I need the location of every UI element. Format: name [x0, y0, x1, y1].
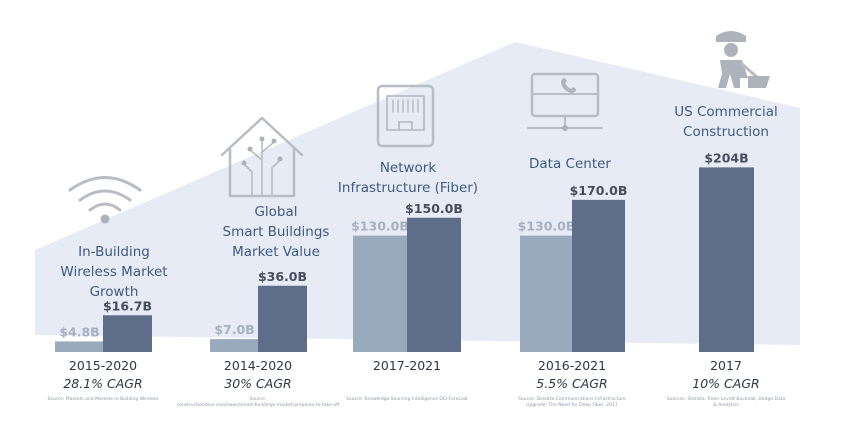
- group-title-line: US Commercial: [674, 104, 778, 120]
- bar-value-label: $130.0B: [518, 219, 576, 234]
- data-center-icon: [527, 72, 603, 131]
- bar: [210, 339, 259, 352]
- bar-value-label: $36.0B: [258, 269, 307, 284]
- source-note: Sources: Statista, Rider Levett Bucknall…: [667, 396, 786, 402]
- period-label: 2015-2020: [69, 358, 137, 373]
- bar: [520, 235, 573, 352]
- bar-value-label: $170.0B: [570, 183, 628, 198]
- bar: [407, 217, 461, 352]
- group-title-line: Infrastructure (Fiber): [338, 180, 478, 196]
- group-title-line: Global: [254, 204, 297, 220]
- network-port-icon: [376, 84, 435, 148]
- bar: [353, 235, 407, 352]
- period-label: 2014-2020: [224, 358, 292, 373]
- group-title-line: Construction: [683, 124, 769, 140]
- source-note: constructiondive.com/news/smart-building…: [177, 402, 340, 408]
- period-label: 2017-2021: [373, 358, 441, 373]
- source-note: Source:: [250, 396, 267, 402]
- bar-value-label: $204B: [704, 150, 748, 165]
- source-note: Source: Deloitte Communications Infrastr…: [518, 396, 626, 402]
- group-title-line: Market Value: [232, 244, 320, 260]
- source-note: & Analytics: [713, 402, 739, 408]
- bar-value-label: $130.0B: [351, 219, 409, 234]
- bar: [55, 341, 104, 352]
- group-title-line: Network: [380, 160, 437, 176]
- source-note: Source: Markets and Markets In-Building …: [48, 396, 160, 402]
- bar: [572, 199, 625, 352]
- group-title-line: Growth: [90, 284, 139, 300]
- construction-worker-icon: [716, 31, 770, 88]
- cagr-label: 28.1% CAGR: [63, 376, 142, 391]
- group-title-line: Wireless Market: [60, 264, 167, 280]
- bar-value-label: $7.0B: [214, 322, 254, 337]
- group-title-line: Smart Buildings: [223, 224, 330, 240]
- group-title-line: Data Center: [529, 156, 611, 172]
- source-note: Upgrade: The Need for Deep Fiber, 2017: [526, 402, 618, 408]
- bar-value-label: $4.8B: [59, 324, 99, 339]
- bar: [103, 315, 152, 352]
- period-label: 2017: [710, 358, 742, 373]
- cagr-label: 30% CAGR: [224, 376, 291, 391]
- smart-home-icon: [220, 116, 304, 198]
- wifi-icon: [68, 176, 142, 224]
- period-label: 2016-2021: [538, 358, 606, 373]
- chart-marks: In-Building Wireless Market Growth $4.8B $16…: [48, 104, 786, 408]
- bar-value-label: $150.0B: [405, 201, 463, 216]
- group-title-line: In-Building: [78, 244, 150, 260]
- cagr-label: 10% CAGR: [692, 376, 759, 391]
- bar-value-label: $16.7B: [103, 298, 152, 313]
- cagr-label: 5.5% CAGR: [536, 376, 607, 391]
- bar: [699, 167, 754, 352]
- source-note: Source: Knowledge Sourcing Intelligence …: [346, 396, 468, 402]
- bar: [258, 285, 307, 352]
